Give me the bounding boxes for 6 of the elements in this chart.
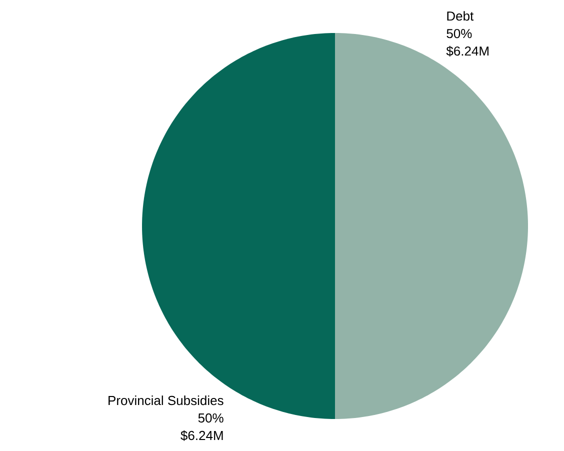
text: $6.24M (180, 430, 223, 441)
slice-label: Provincial Subsidies (108, 396, 224, 406)
slice-label: Debt (447, 11, 474, 21)
text: $6.24M (446, 46, 488, 56)
data-label: 50% (198, 413, 224, 423)
data-label: 50% (446, 28, 472, 38)
